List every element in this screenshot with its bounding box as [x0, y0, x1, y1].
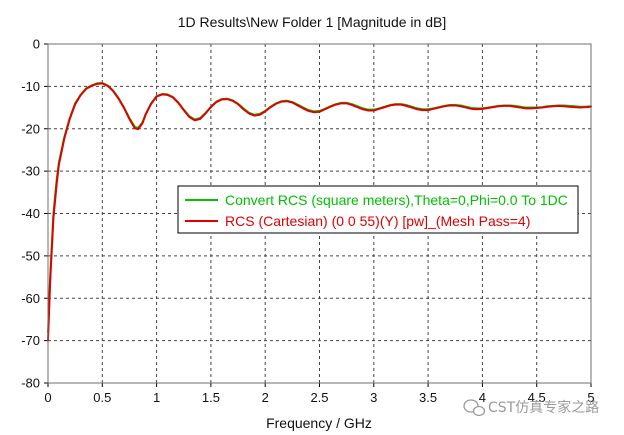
legend-label-series-2: RCS (Cartesian) (0 0 55)(Y) [pw]_(Mesh P…: [225, 213, 530, 229]
y-tick-label: -40: [21, 206, 40, 221]
x-tick-label: 1.5: [202, 390, 220, 405]
x-axis-label: Frequency / GHz: [266, 415, 372, 431]
x-tick-label: 2.5: [310, 390, 328, 405]
x-axis-ticks: 0 0.5 1 1.5 2 2.5 3 3.5 4 4.5 5: [44, 383, 595, 405]
y-tick-label: -30: [21, 164, 40, 179]
x-tick-label: 0.5: [93, 390, 111, 405]
x-tick-label: 2: [262, 390, 269, 405]
watermark: CST仿真专家之路: [463, 399, 599, 417]
y-tick-label: -10: [21, 79, 40, 94]
x-tick-label: 5: [587, 390, 594, 405]
legend: Convert RCS (square meters),Theta=0,Phi=…: [177, 185, 579, 234]
plot-frame: [47, 43, 592, 384]
x-tick-label: 4.5: [528, 390, 546, 405]
grid-lines: [48, 44, 591, 383]
watermark-text: CST仿真专家之路: [488, 399, 599, 416]
wechat-icon: [463, 399, 486, 417]
x-tick-label: 3: [370, 390, 377, 405]
y-tick-label: -60: [21, 291, 40, 306]
y-tick-label: -20: [21, 121, 40, 136]
chart-title: 1D Results\New Folder 1 [Magnitude in dB…: [178, 14, 446, 30]
y-tick-label: -70: [21, 333, 40, 348]
x-tick-label: 4: [479, 390, 486, 405]
x-tick-label: 3.5: [419, 390, 437, 405]
x-tick-label: 0: [44, 390, 51, 405]
legend-label-series-1: Convert RCS (square meters),Theta=0,Phi=…: [225, 192, 568, 208]
series-line-2: [47, 82, 592, 342]
y-tick-label: 0: [33, 37, 40, 52]
y-tick-label: -80: [21, 376, 40, 391]
x-tick-label: 1: [153, 390, 160, 405]
legend-box: [177, 185, 579, 234]
series-layer: [47, 81, 592, 342]
y-axis-ticks: 0 -10 -20 -30 -40 -50 -60 -70 -80: [21, 37, 48, 391]
y-tick-label: -50: [21, 248, 40, 263]
